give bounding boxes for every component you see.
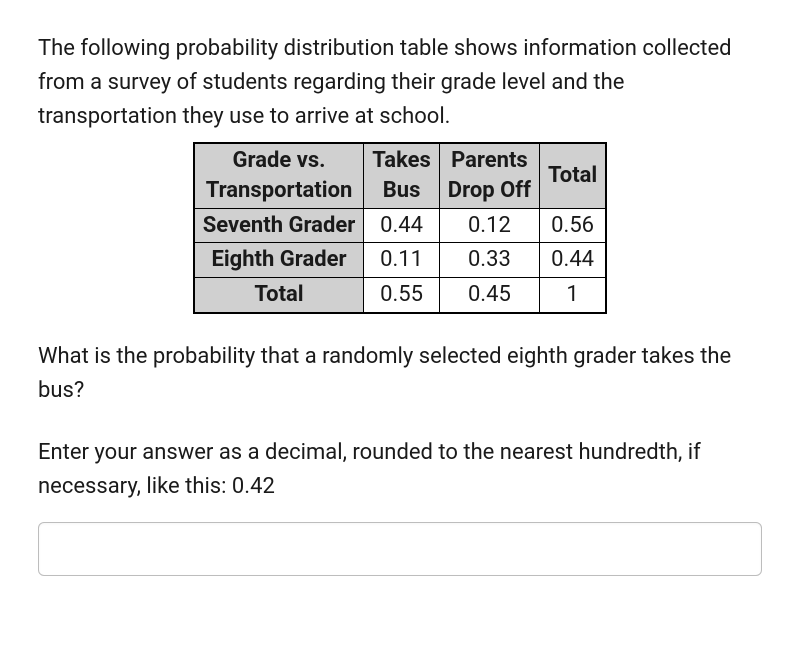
cell-value: 1 — [540, 278, 607, 313]
cell-value: 0.44 — [540, 243, 607, 278]
row-label: Seventh Grader — [194, 208, 364, 243]
table-row: Seventh Grader 0.44 0.12 0.56 — [194, 208, 606, 243]
cell-value: 0.45 — [439, 278, 539, 313]
header-col-bus-line1: Takes — [372, 148, 431, 173]
header-corner-line2: Transportation — [206, 178, 353, 203]
row-label: Total — [194, 278, 364, 313]
cell-value: 0.11 — [364, 243, 440, 278]
table-row: Eighth Grader 0.11 0.33 0.44 — [194, 243, 606, 278]
header-corner: Grade vs. Transportation — [194, 143, 364, 208]
cell-value: 0.55 — [364, 278, 440, 313]
instruction-text: Enter your answer as a decimal, rounded … — [38, 436, 762, 504]
cell-value: 0.44 — [364, 208, 440, 243]
header-col-dropoff: Parents Drop Off — [439, 143, 539, 208]
header-col-total: Total — [540, 143, 607, 208]
answer-input[interactable] — [39, 523, 761, 575]
table-header-row: Grade vs. Transportation Takes Bus Paren… — [194, 143, 606, 208]
spacer — [38, 416, 762, 436]
table-row: Total 0.55 0.45 1 — [194, 278, 606, 313]
answer-box[interactable] — [38, 522, 762, 576]
intro-text: The following probability distribution t… — [38, 32, 762, 134]
row-label: Eighth Grader — [194, 243, 364, 278]
header-col-bus: Takes Bus — [364, 143, 440, 208]
header-col-dropoff-line2: Drop Off — [448, 178, 531, 203]
probability-table: Grade vs. Transportation Takes Bus Paren… — [193, 142, 607, 313]
cell-value: 0.56 — [540, 208, 607, 243]
header-corner-line1: Grade vs. — [233, 148, 326, 173]
question-text: What is the probability that a randomly … — [38, 340, 762, 408]
header-col-dropoff-line1: Parents — [451, 148, 528, 173]
cell-value: 0.33 — [439, 243, 539, 278]
table-container: Grade vs. Transportation Takes Bus Paren… — [38, 142, 762, 313]
cell-value: 0.12 — [439, 208, 539, 243]
header-col-bus-line2: Bus — [383, 178, 421, 203]
